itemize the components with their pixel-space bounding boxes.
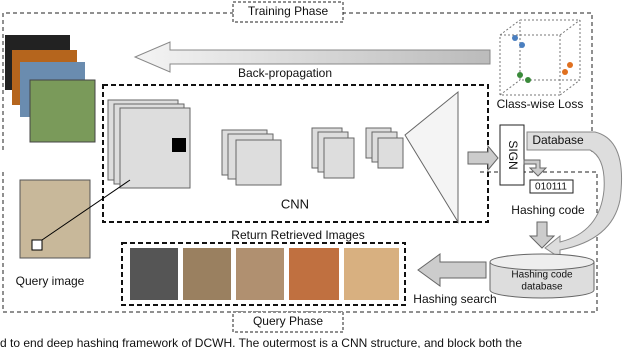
code-arrow	[523, 159, 548, 177]
kernel	[172, 138, 186, 152]
code-value: 010111	[535, 182, 567, 193]
code-label: Hashing code	[511, 203, 585, 217]
retrieved-label: Return Retrieved Images	[231, 228, 364, 242]
training-label-box	[232, 1, 344, 23]
query-patch	[31, 239, 43, 251]
training-images	[5, 35, 96, 143]
training-phase-label: Training Phase	[248, 4, 329, 18]
sign-label: SIGN	[506, 140, 520, 169]
retrieved-box	[121, 242, 406, 306]
cnn-box	[102, 84, 489, 223]
query-image	[19, 179, 91, 259]
query-phase-label: Query Phase	[253, 314, 323, 328]
database-label: Database	[532, 133, 584, 147]
cnn-label: CNN	[281, 196, 309, 211]
sign-arrow	[467, 144, 499, 172]
search-arrow	[417, 253, 487, 287]
db-label-2: database	[521, 282, 563, 293]
query-image-label: Query image	[16, 274, 85, 288]
cylinder-body	[489, 262, 595, 299]
query-region	[2, 171, 598, 313]
backprop-arrow	[133, 41, 491, 73]
fc-funnel	[404, 90, 459, 224]
sign-box	[499, 124, 525, 186]
cylinder-top	[489, 253, 595, 271]
loss-cube	[499, 19, 581, 96]
code-box	[529, 179, 574, 194]
query-label-box	[232, 311, 344, 333]
retrieved-images	[130, 248, 399, 300]
cnn-layers	[107, 99, 404, 189]
query-link	[41, 179, 131, 241]
caption: d to end deep hashing framework of DCWH.…	[0, 336, 522, 348]
loss-points	[512, 35, 573, 83]
db-label-1: Hashing code	[511, 270, 573, 281]
search-label: Hashing search	[413, 292, 496, 306]
backprop-label: Back-propagation	[238, 66, 332, 80]
loss-label: Class-wise Loss	[497, 97, 584, 111]
db-arrow	[528, 221, 556, 249]
